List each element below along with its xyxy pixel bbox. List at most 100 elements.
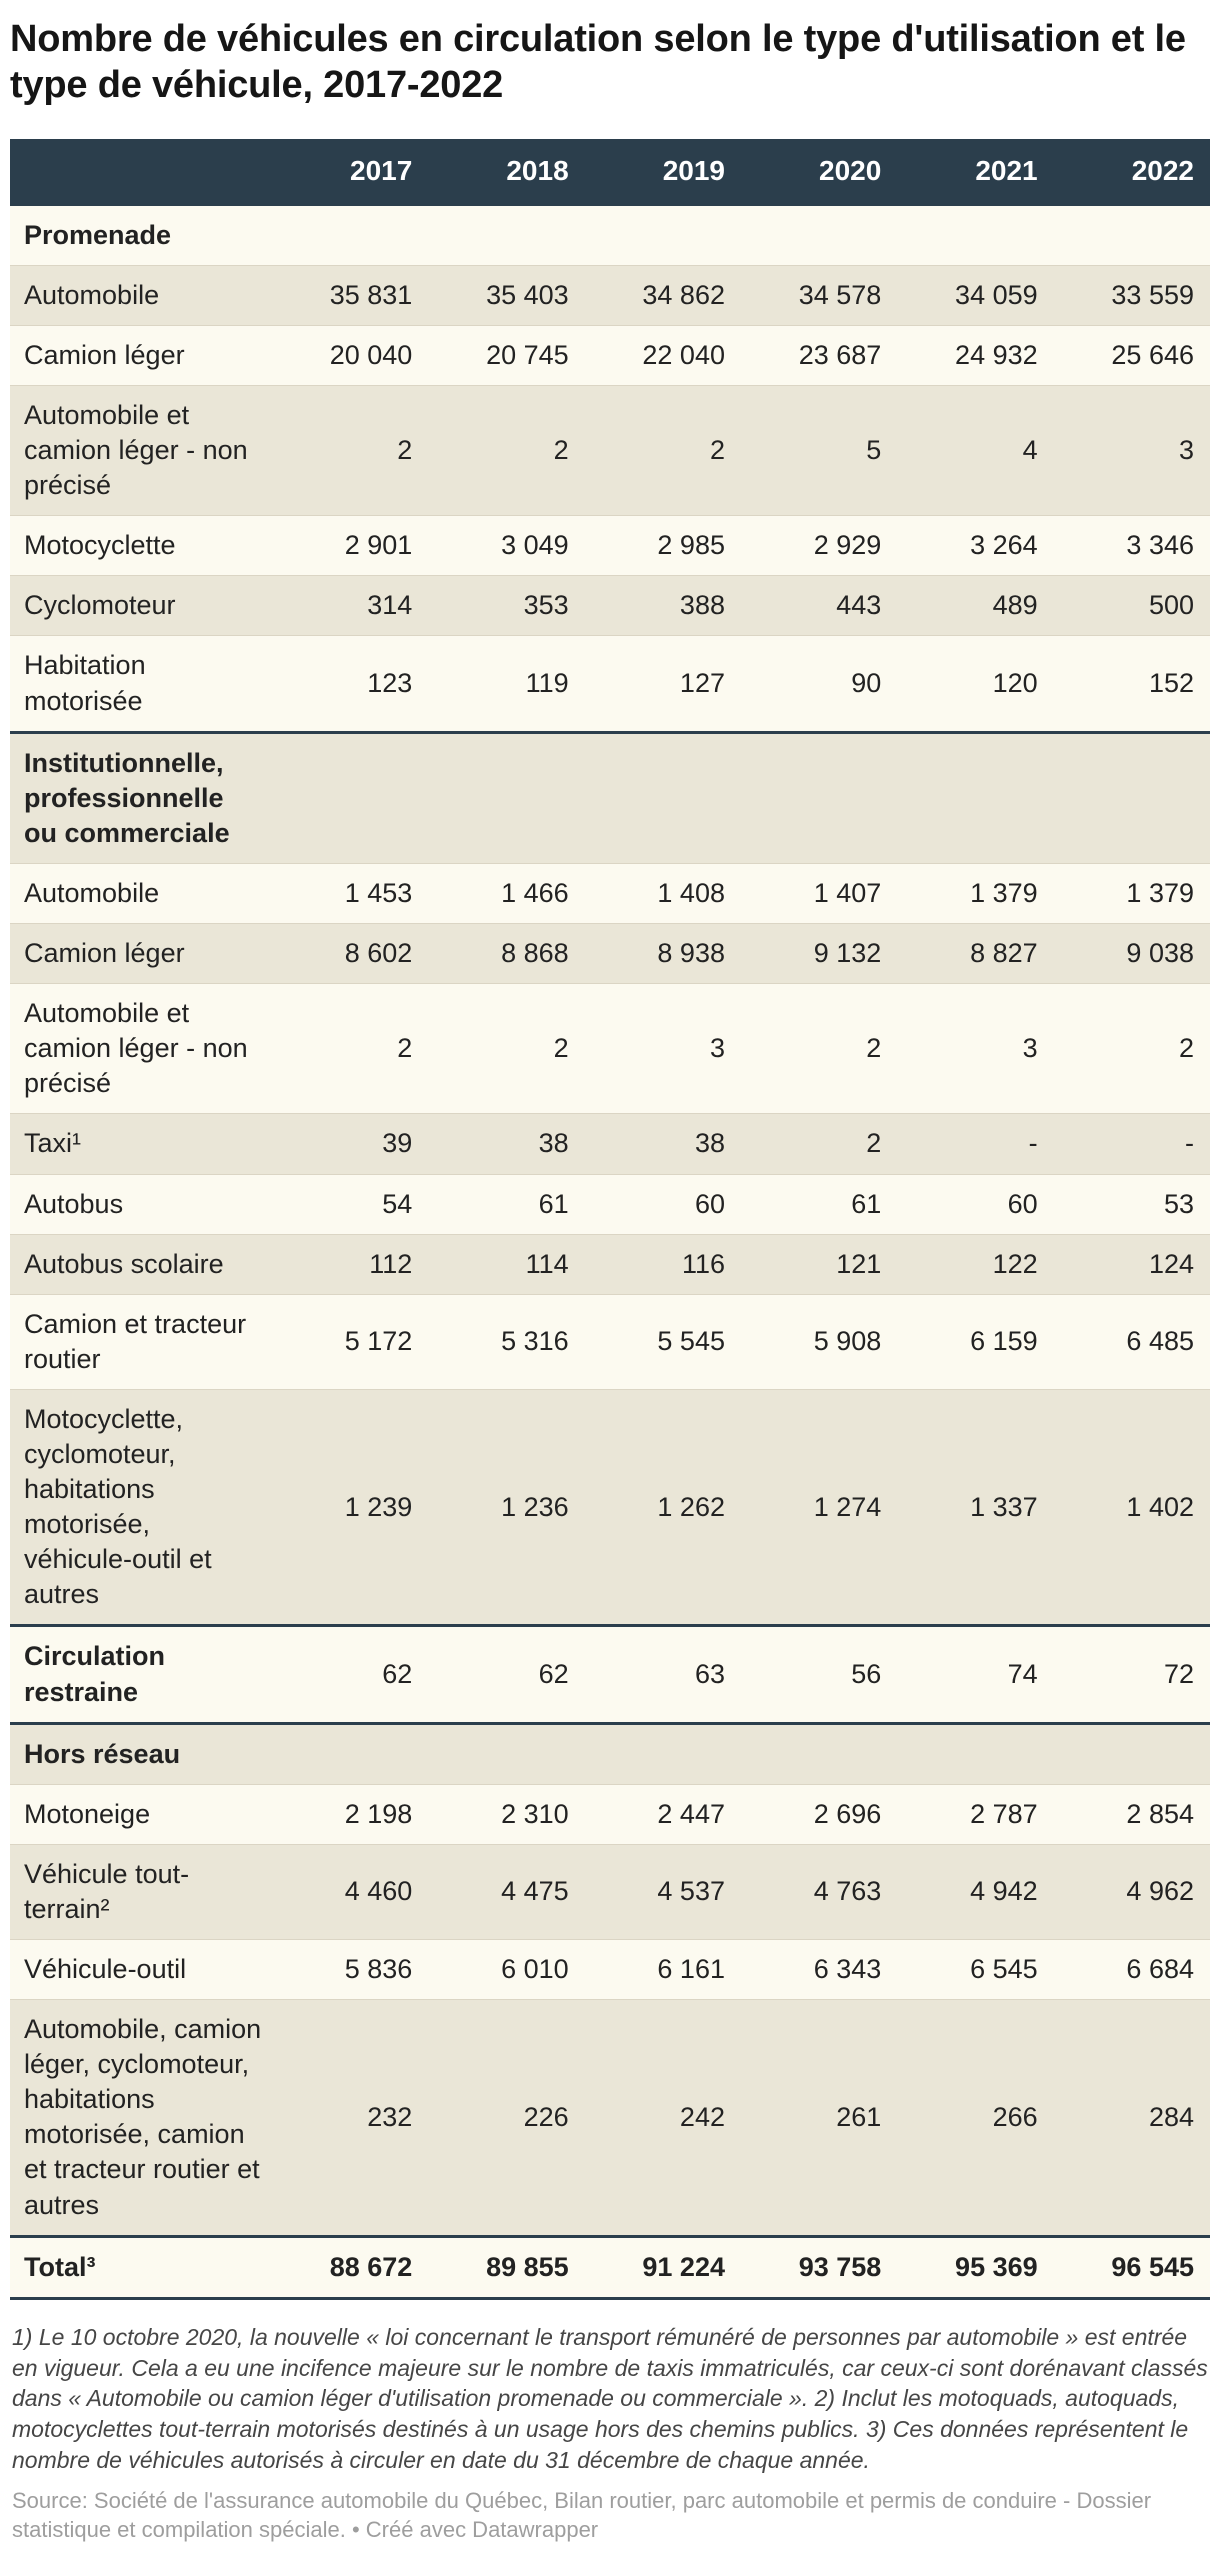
section-row: Hors réseau xyxy=(10,1723,1210,1785)
cell-value xyxy=(897,732,1053,863)
cell-value: 6 684 xyxy=(1126,1954,1194,1984)
cell-value: 5 172 xyxy=(344,1326,413,1357)
header-corner-cell xyxy=(10,139,272,205)
cell-value: 96 545 xyxy=(1111,2251,1194,2282)
row-label: Automobile xyxy=(24,279,160,310)
cell-value: 74 xyxy=(1007,1658,1038,1689)
cell-value: 9 132 xyxy=(813,938,882,969)
cell-value: 1 453 xyxy=(344,877,413,908)
table-row: Automobile 35 831 35 403 34 862 34 578 34 059… xyxy=(10,265,1210,326)
cell-value: 3 264 xyxy=(970,530,1038,561)
cell-value: 2 787 xyxy=(970,1798,1038,1829)
cell-value: 90 xyxy=(851,668,882,699)
cell-value: 5 836 xyxy=(344,1954,413,1984)
table-header: 2017 2018 2019 2020 2021 2022 xyxy=(10,138,1210,205)
cell-value: 4 xyxy=(1022,435,1038,466)
row-label: Institutionnelle, professionnelle ou com… xyxy=(24,747,230,848)
cell-value: 489 xyxy=(992,590,1038,621)
row-label: Motocyclette xyxy=(24,530,176,561)
cell-value: 62 xyxy=(538,1658,569,1689)
table-row: Autobus scolaire 112 114 116 121 122 124 xyxy=(10,1234,1210,1295)
cell-value: 93 758 xyxy=(798,2251,882,2282)
cell-value xyxy=(897,204,1053,265)
cell-value: 60 xyxy=(694,1188,725,1219)
cell-value: 121 xyxy=(836,1248,882,1279)
cell-value xyxy=(585,1723,741,1784)
cell-value xyxy=(1054,1723,1210,1784)
cell-value: 443 xyxy=(836,590,882,621)
cell-value: 2 xyxy=(1178,1033,1194,1064)
cell-value: 1 402 xyxy=(1126,1491,1194,1522)
cell-value: 25 646 xyxy=(1111,339,1194,370)
cell-value: 63 xyxy=(694,1658,725,1689)
table-row: Habitation motorisée 123 119 127 90 120 152 xyxy=(10,635,1210,733)
cell-value: 2 929 xyxy=(813,530,882,561)
row-label: Motocyclette, cyclomoteur, habitations m… xyxy=(24,1403,212,1610)
datawrapper-attribution-link[interactable]: Créé avec Datawrapper xyxy=(365,2516,599,2542)
cell-value xyxy=(585,732,741,863)
cell-value: 3 xyxy=(709,1033,725,1064)
table-row: Autobus 54 61 60 61 60 53 xyxy=(10,1174,1210,1235)
cell-value: 23 687 xyxy=(798,339,882,370)
cell-value: 61 xyxy=(538,1188,569,1219)
row-label: Camion et tracteur routier xyxy=(24,1308,247,1374)
cell-value: 6 159 xyxy=(970,1326,1038,1357)
table-row: Véhicule tout-terrain² 4 460 4 475 4 537 4 7… xyxy=(10,1844,1210,1940)
cell-value: 6 343 xyxy=(813,1954,882,1984)
cell-value: 6 485 xyxy=(1126,1326,1194,1357)
cell-value: 2 xyxy=(397,1033,413,1064)
cell-value: 88 672 xyxy=(329,2251,413,2282)
table-row: Camion léger 8 602 8 868 8 938 9 132 8 827 9 0… xyxy=(10,923,1210,984)
row-label: Automobile, camion léger, cyclomoteur, h… xyxy=(24,2014,262,2220)
cell-value: 2 310 xyxy=(501,1798,569,1829)
cell-value: 2 xyxy=(866,1033,882,1064)
cell-value: 500 xyxy=(1148,590,1194,621)
header-year: 2017 xyxy=(350,154,413,186)
cell-value: 1 239 xyxy=(344,1491,413,1522)
row-label: Circulation restraine xyxy=(24,1641,166,1707)
table-row: Automobile 1 453 1 466 1 408 1 407 1 379 1 379 xyxy=(10,863,1210,924)
header-year: 2021 xyxy=(975,154,1038,186)
cell-value: 2 198 xyxy=(344,1798,413,1829)
cell-value: 24 932 xyxy=(955,339,1038,370)
cell-value: 61 xyxy=(851,1188,882,1219)
row-label: Motoneige xyxy=(24,1798,151,1829)
cell-value: 2 696 xyxy=(813,1798,882,1829)
cell-value: 39 xyxy=(382,1128,413,1159)
header-row: 2017 2018 2019 2020 2021 2022 xyxy=(10,138,1210,205)
table-row: Total³ 88 672 89 855 91 224 93 758 95 369 96 5… xyxy=(10,2236,1210,2299)
cell-value: 2 xyxy=(397,435,413,466)
cell-value: 123 xyxy=(367,668,413,699)
table-row: Motocyclette 2 901 3 049 2 985 2 929 3 264 3 3… xyxy=(10,515,1210,576)
cell-value: 5 316 xyxy=(501,1326,569,1357)
header-year: 2022 xyxy=(1131,154,1194,186)
cell-value: 72 xyxy=(1163,1658,1194,1689)
cell-value: 4 962 xyxy=(1126,1876,1194,1907)
header-year: 2019 xyxy=(662,154,725,186)
source-separator: • xyxy=(345,2516,366,2542)
cell-value: 6 010 xyxy=(501,1954,569,1984)
cell-value: 1 337 xyxy=(970,1491,1038,1522)
cell-value: 8 938 xyxy=(657,938,725,969)
cell-value: 3 049 xyxy=(501,530,569,561)
table-row: Camion léger 20 040 20 745 22 040 23 687 24 9… xyxy=(10,325,1210,386)
cell-value: 8 827 xyxy=(970,938,1038,969)
row-label: Véhicule-outil xyxy=(24,1954,187,1984)
row-label: Camion léger xyxy=(24,938,185,969)
table-row: Automobile, camion léger, cyclomoteur, h… xyxy=(10,1999,1210,2237)
cell-value: 1 262 xyxy=(657,1491,725,1522)
cell-value xyxy=(585,204,741,265)
cell-value: 114 xyxy=(525,1248,569,1279)
cell-value: 38 xyxy=(694,1128,725,1159)
cell-value: 112 xyxy=(369,1248,413,1279)
cell-value xyxy=(1054,204,1210,265)
cell-value xyxy=(1054,732,1210,863)
cell-value: 4 942 xyxy=(970,1876,1038,1907)
header-year: 2018 xyxy=(506,154,569,186)
row-label: Autobus xyxy=(24,1188,124,1219)
cell-value: 35 403 xyxy=(486,279,569,310)
cell-value: 266 xyxy=(992,2101,1038,2132)
cell-value: 95 369 xyxy=(955,2251,1038,2282)
cell-value: 1 466 xyxy=(501,877,569,908)
cell-value: 1 407 xyxy=(813,877,882,908)
